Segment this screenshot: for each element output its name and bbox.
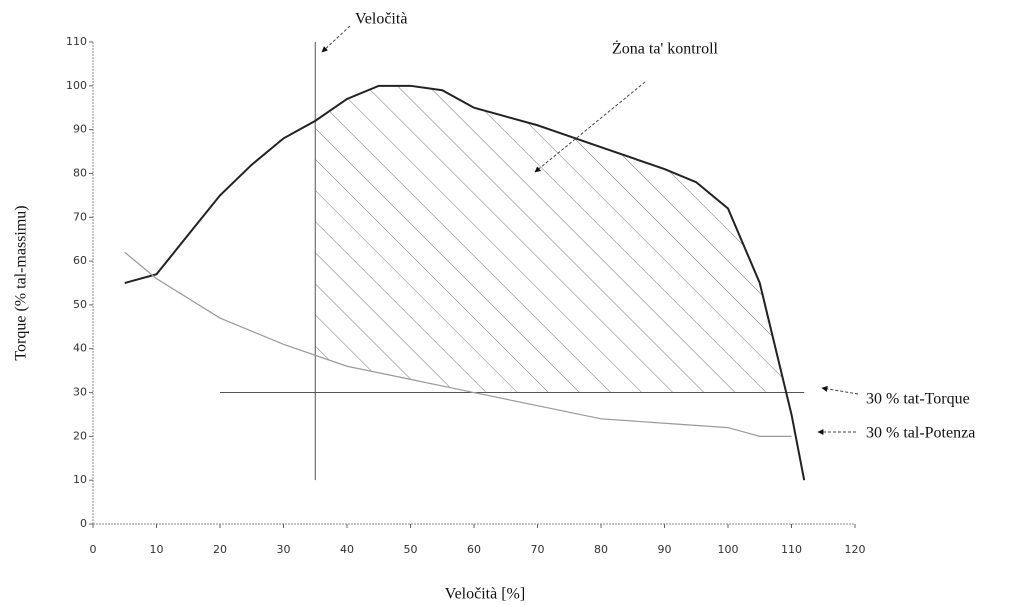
y-tick-label: 60	[73, 254, 87, 267]
x-tick-label: 20	[213, 543, 227, 556]
annotation-arrow	[821, 385, 859, 395]
x-tick-label: 30	[277, 543, 291, 556]
x-axis-label: Veločità [%]	[445, 586, 525, 603]
y-tick-label: 0	[80, 517, 87, 530]
y-tick-label: 70	[73, 210, 87, 223]
x-tick-label: 110	[781, 543, 802, 556]
y-tick-label: 110	[66, 35, 87, 48]
y-tick-label: 20	[73, 429, 87, 442]
x-tick-label: 80	[594, 543, 608, 556]
y-tick-label: 30	[73, 386, 87, 399]
power-curve	[124, 251, 792, 437]
x-tick-label: 0	[90, 543, 97, 556]
annotation-arrow	[321, 25, 351, 53]
annotation: Veločità	[355, 11, 407, 28]
annotation: 30 % tal-Potenza	[866, 425, 975, 442]
y-axis-label: Torque (% tal-massimu)	[13, 205, 30, 360]
y-tick-label: 50	[73, 298, 87, 311]
y-tick-label: 80	[73, 166, 87, 179]
control-zone	[315, 85, 786, 393]
y-tick-label: 90	[73, 123, 87, 136]
x-tick-label: 40	[340, 543, 354, 556]
x-tick-label: 70	[531, 543, 545, 556]
torque-curve	[124, 84, 806, 481]
annotation: Żona ta' kontroll	[612, 40, 719, 58]
y-tick-label: 100	[66, 79, 87, 92]
annotation-arrow	[534, 81, 646, 173]
x-tick-label: 10	[150, 543, 164, 556]
x-tick-label: 120	[845, 543, 866, 556]
x-tick-label: 60	[467, 543, 481, 556]
x-tick-label: 100	[718, 543, 739, 556]
y-tick-label: 40	[73, 342, 87, 355]
y-tick-label: 10	[73, 473, 87, 486]
x-tick-label: 50	[404, 543, 418, 556]
x-tick-label: 90	[658, 543, 672, 556]
annotation: 30 % tat-Torque	[866, 391, 970, 408]
